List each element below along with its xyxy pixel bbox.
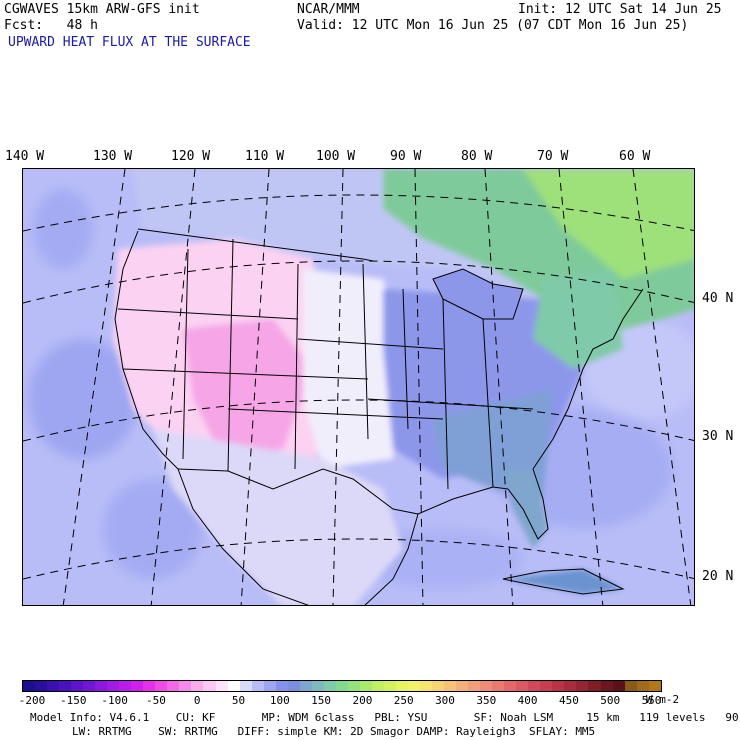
colorbar-units: W m-2: [646, 693, 680, 706]
field-title: UPWARD HEAT FLUX AT THE SURFACE: [8, 35, 251, 50]
colorbar-tick-label: 450: [558, 694, 579, 707]
init-time: Init: 12 UTC Sat 14 Jun 25: [518, 2, 722, 17]
colorbar-swatch: [600, 681, 613, 691]
boundaries: [114, 228, 644, 605]
lon-label: 70 W: [537, 149, 569, 164]
colorbar-swatch: [23, 681, 36, 691]
colorbar-tick-label: -100: [101, 694, 128, 707]
colorbar-swatch: [540, 681, 553, 691]
colorbar-tick-label: 200: [352, 694, 373, 707]
colorbar-swatch: [468, 681, 481, 691]
colorbar-tick-label: 150: [311, 694, 332, 707]
colorbar-swatch: [119, 681, 132, 691]
colorbar-swatch: [215, 681, 228, 691]
colorbar-swatch: [588, 681, 601, 691]
colorbar-swatch: [227, 681, 240, 691]
lon-label: 80 W: [461, 149, 493, 164]
colorbar-swatch: [612, 681, 625, 691]
colorbar-tick-label: 250: [393, 694, 414, 707]
colorbar-tick-label: 500: [600, 694, 621, 707]
colorbar-tick-label: 0: [193, 694, 201, 707]
colorbar-swatch: [359, 681, 372, 691]
colorbar-swatch: [251, 681, 264, 691]
colorbar-swatch: [624, 681, 637, 691]
colorbar-tick-label: 350: [476, 694, 497, 707]
lon-label: 110 W: [245, 149, 285, 164]
colorbar-tick-label: -50: [145, 694, 166, 707]
colorbar: [22, 680, 662, 692]
colorbar-swatch: [432, 681, 445, 691]
lon-label: 120 W: [171, 149, 211, 164]
colorbar-swatch: [323, 681, 336, 691]
ocean-patterns: [28, 189, 694, 589]
colorbar-swatch: [408, 681, 421, 691]
colorbar-swatch: [263, 681, 276, 691]
colorbar-swatch: [287, 681, 300, 691]
colorbar-swatch: [311, 681, 324, 691]
colorbar-swatch: [95, 681, 108, 691]
land-surface: [113, 169, 694, 605]
colorbar-swatch: [335, 681, 348, 691]
colorbar-tick-label: 100: [269, 694, 290, 707]
colorbar-swatch: [167, 681, 180, 691]
model-info-line1: Model Info: V4.6.1 CU: KF MP: WDM 6class…: [30, 711, 740, 724]
colorbar-swatch: [59, 681, 72, 691]
lat-label: 30 N: [702, 429, 734, 444]
colorbar-swatch: [275, 681, 288, 691]
colorbar-swatch: [420, 681, 433, 691]
forecast-hour: Fcst: 48 h: [4, 18, 98, 33]
colorbar-swatch: [395, 681, 408, 691]
colorbar-swatch: [552, 681, 565, 691]
colorbar-swatch: [347, 681, 360, 691]
lon-label: 130 W: [93, 149, 133, 164]
colorbar-tick-label: 300: [435, 694, 455, 707]
colorbar-swatch: [636, 681, 649, 691]
colorbar-tick-label: 400: [517, 694, 538, 707]
colorbar-swatch: [504, 681, 517, 691]
heat-flux-map: [23, 169, 694, 605]
valid-time: Valid: 12 UTC Mon 16 Jun 25 (07 CDT Mon …: [297, 18, 689, 33]
colorbar-swatch: [191, 681, 204, 691]
colorbar-swatch: [383, 681, 396, 691]
colorbar-swatch: [35, 681, 48, 691]
colorbar-tick-label: 50: [231, 694, 246, 707]
lat-label: 40 N: [702, 291, 734, 306]
colorbar-swatch: [480, 681, 493, 691]
colorbar-swatch: [155, 681, 168, 691]
colorbar-swatch: [131, 681, 144, 691]
colorbar-swatch: [299, 681, 312, 691]
colorbar-swatch: [47, 681, 60, 691]
lat-label: 20 N: [702, 569, 734, 584]
colorbar-swatch: [492, 681, 505, 691]
colorbar-swatch: [239, 681, 252, 691]
colorbar-swatch: [71, 681, 84, 691]
colorbar-swatch: [516, 681, 529, 691]
colorbar-swatch: [143, 681, 156, 691]
model-info-line2: LW: RRTMG SW: RRTMG DIFF: simple KM: 2D …: [72, 725, 596, 738]
colorbar-tick-label: -150: [60, 694, 87, 707]
colorbar-swatch: [456, 681, 469, 691]
colorbar-swatch: [107, 681, 120, 691]
colorbar-tick-label: 550: [641, 694, 662, 707]
colorbar-swatch: [576, 681, 589, 691]
colorbar-swatch: [444, 681, 457, 691]
colorbar-swatch: [564, 681, 577, 691]
colorbar-swatch: [528, 681, 541, 691]
colorbar-swatch: [203, 681, 216, 691]
colorbar-swatch: [179, 681, 192, 691]
center-label: NCAR/MMM: [297, 2, 360, 17]
map-panel: [22, 168, 695, 606]
lon-label: 100 W: [316, 149, 356, 164]
model-title: CGWAVES 15km ARW-GFS init: [4, 2, 200, 17]
colorbar-swatch: [83, 681, 96, 691]
lon-label: 140 W: [5, 149, 45, 164]
colorbar-swatch: [648, 681, 661, 691]
graticule: [23, 169, 694, 605]
lon-label: 60 W: [619, 149, 651, 164]
colorbar-swatch: [371, 681, 384, 691]
lon-label: 90 W: [390, 149, 422, 164]
colorbar-tick-label: -200: [18, 694, 46, 707]
